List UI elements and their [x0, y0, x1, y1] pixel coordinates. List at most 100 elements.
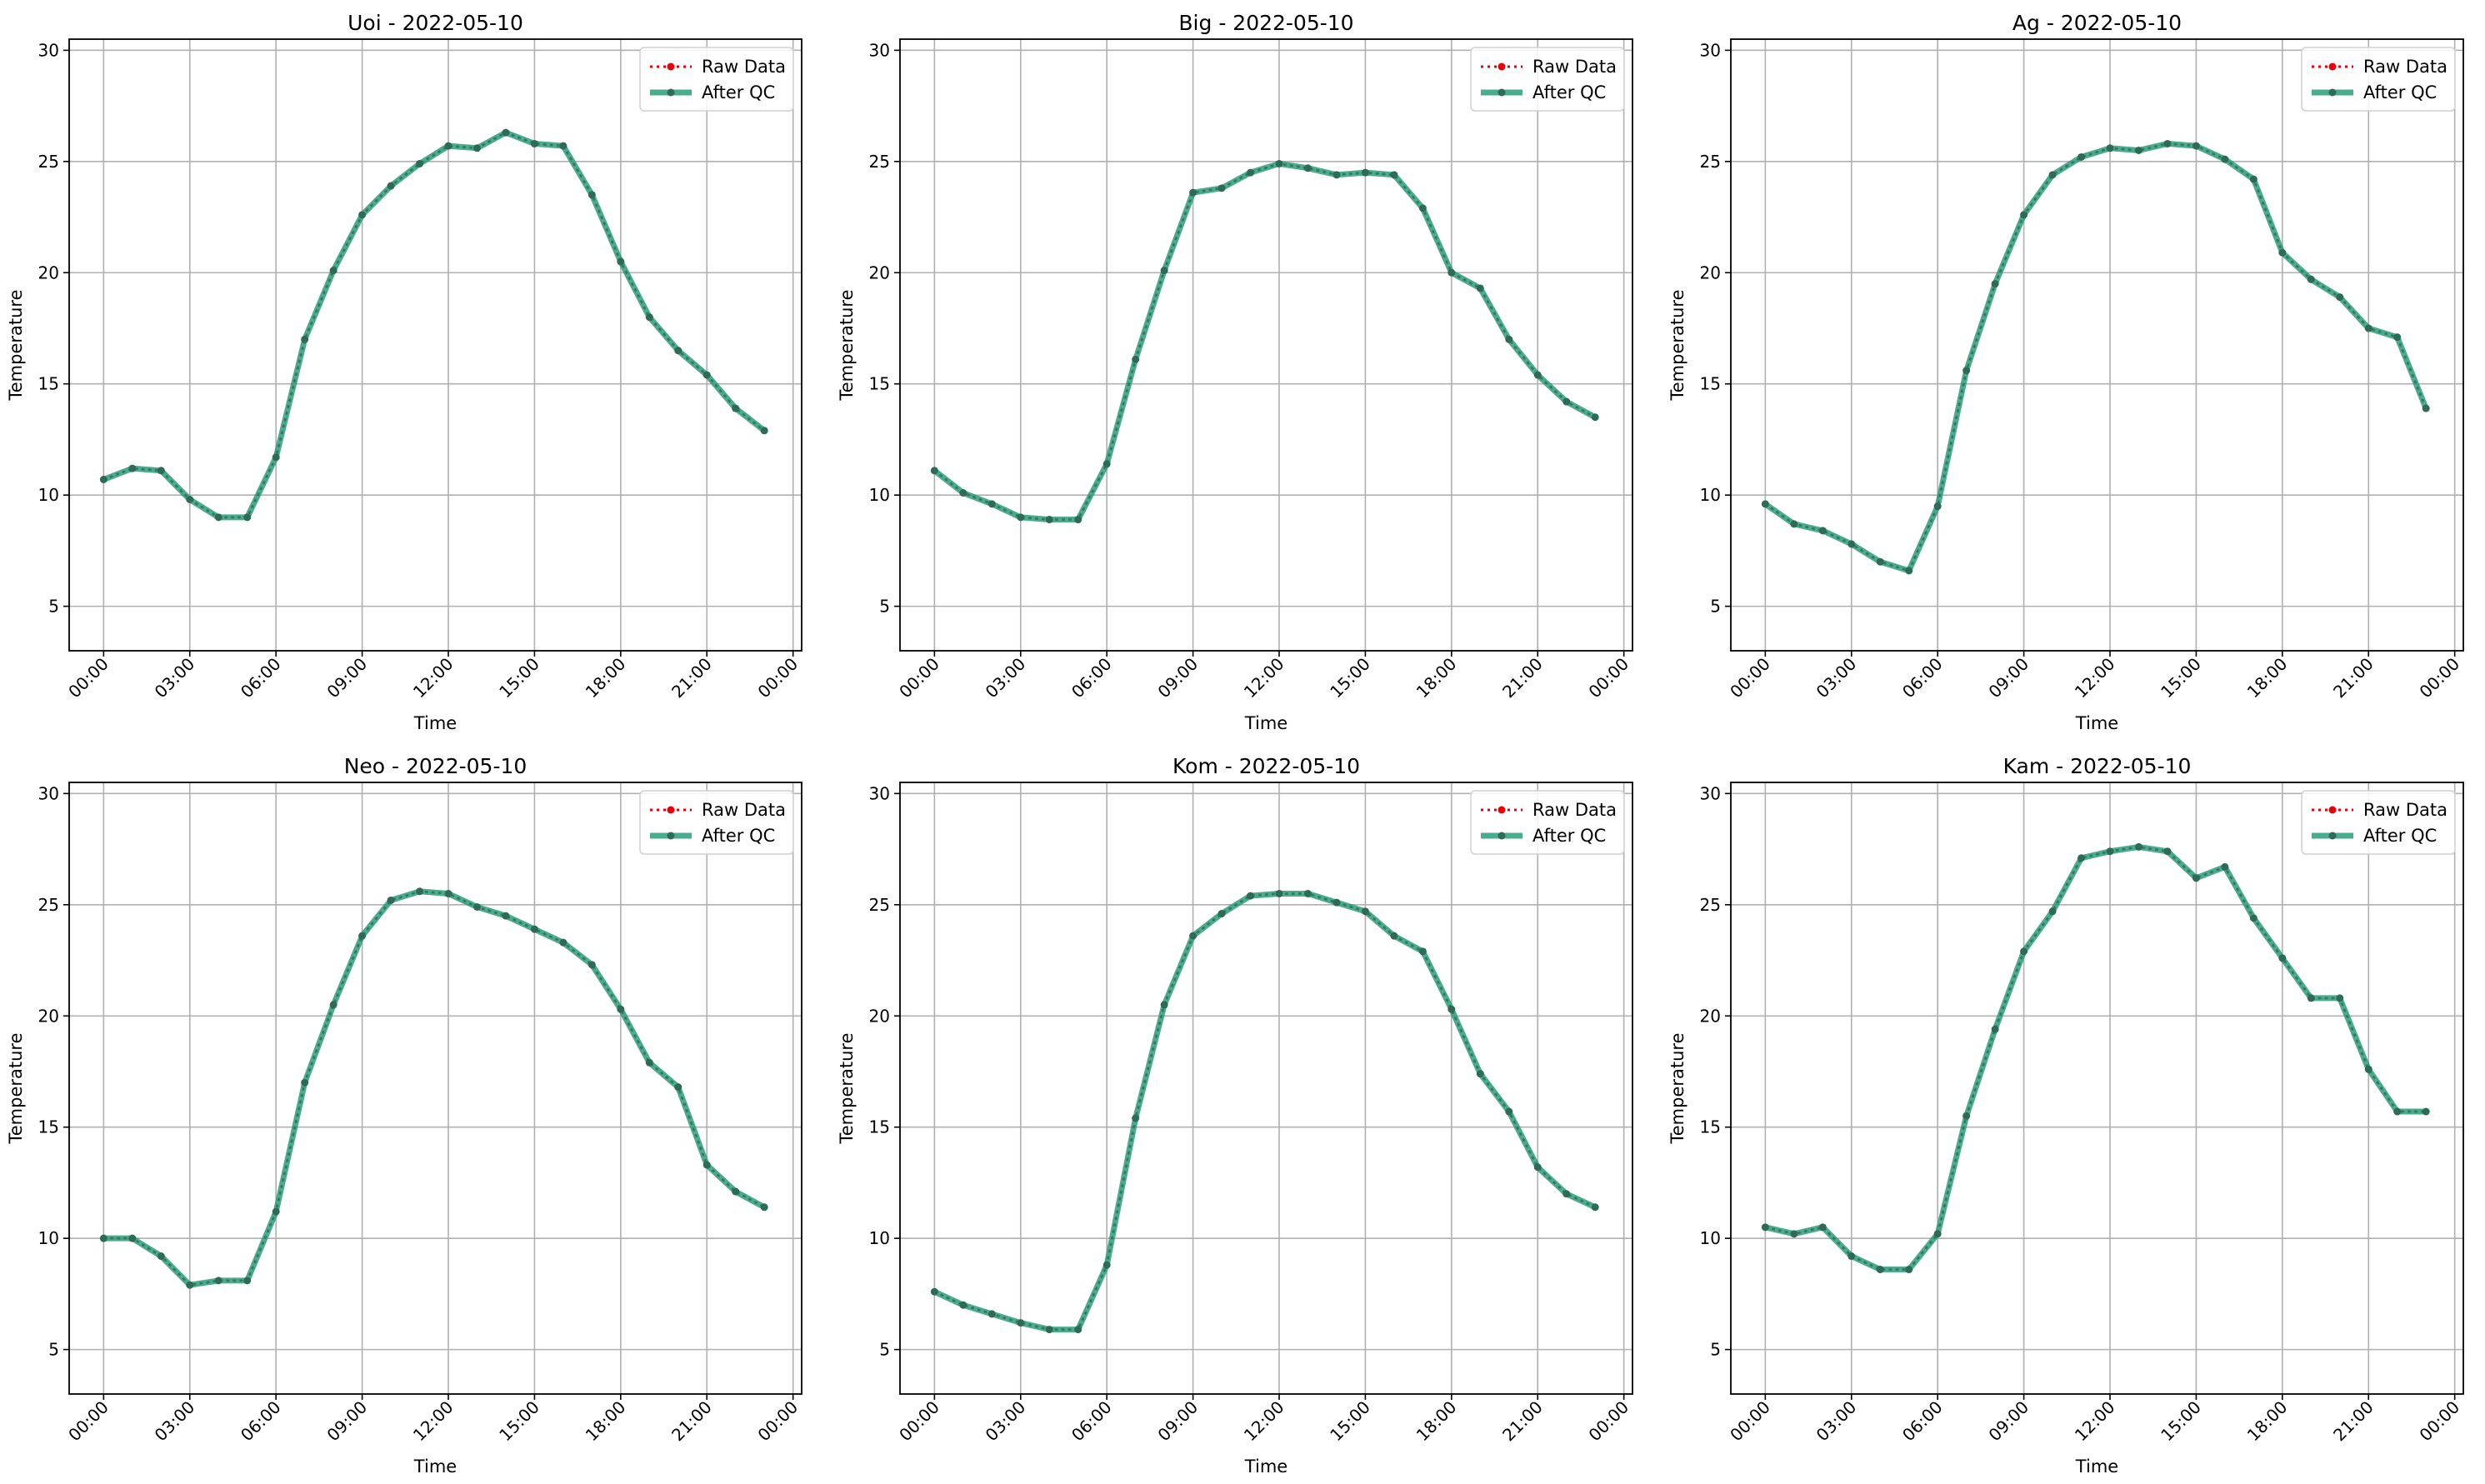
legend-raw-marker [667, 62, 675, 71]
after-qc-point [1275, 159, 1283, 167]
after-qc-point [1247, 892, 1255, 900]
y-tick-label: 20 [869, 1006, 890, 1026]
after-qc-point [358, 932, 367, 940]
after-qc-point [1218, 184, 1226, 192]
after-qc-point [617, 257, 625, 266]
x-tick-label: 21:00 [2329, 654, 2378, 702]
after-qc-point [1247, 168, 1255, 177]
legend-qc-label: After QC [2363, 82, 2437, 102]
raw-data-line [1765, 845, 2427, 1272]
after-qc-point [674, 1083, 682, 1092]
chart-panel-5: 5 10 15 20 25 30 00:00 03:00 06:00 09:00 12:00 15:0… [837, 754, 1633, 1477]
y-tick-label: 15 [1700, 374, 1721, 394]
after-qc-dotted-overlay [102, 131, 765, 519]
after-qc-point [329, 1001, 338, 1009]
after-qc-line [932, 890, 1597, 1333]
after-qc-point [1132, 355, 1140, 363]
axes-frame [1730, 782, 2464, 1395]
after-qc-point [2393, 1107, 2402, 1116]
x-tick-label: 09:00 [1984, 1397, 2032, 1446]
after-qc-point [1591, 413, 1599, 422]
x-axis-label: Time [1244, 713, 1288, 733]
x-tick-label: 00:00 [1584, 1397, 1632, 1446]
after-qc-point [2221, 155, 2229, 163]
after-qc-point [1160, 267, 1168, 275]
after-qc-point [1448, 1005, 1456, 1013]
after-qc-point [1933, 502, 1942, 511]
legend-raw-marker [2328, 62, 2337, 71]
after-qc-dotted-overlay [1764, 142, 2428, 572]
after-qc-point [1818, 527, 1827, 535]
x-tick-label: 15:00 [495, 654, 543, 702]
after-qc-point [1045, 516, 1053, 524]
legend-qc-marker [1498, 832, 1506, 840]
after-qc-point [1418, 947, 1427, 956]
raw-data-line [103, 890, 765, 1287]
after-qc-point [702, 1161, 711, 1169]
after-qc-point [2249, 914, 2258, 922]
legend-raw-marker [1498, 62, 1506, 71]
after-qc-point [1476, 1070, 1484, 1078]
x-tick-label: 03:00 [1812, 654, 1861, 702]
after-qc-point [2249, 175, 2258, 183]
after-qc-point [732, 1187, 740, 1196]
panel-title: Big - 2022-05-10 [1178, 11, 1353, 35]
x-tick-label: 06:00 [1068, 654, 1116, 702]
y-tick-label: 30 [869, 40, 890, 60]
after-qc-point [1591, 1203, 1599, 1212]
x-tick-label: 18:00 [582, 654, 630, 702]
x-axis-label: Time [2075, 1457, 2118, 1477]
after-qc-point [2336, 293, 2344, 302]
after-qc-point [186, 1281, 194, 1289]
after-qc-point [988, 1310, 996, 1318]
x-tick-label: 12:00 [409, 1397, 458, 1446]
after-qc-point [988, 500, 996, 508]
after-qc-point [444, 142, 452, 150]
chart-panel-1: 5 10 15 20 25 30 00:00 03:00 06:00 09:00 12:00 15:0… [6, 11, 802, 733]
y-axis-label: Temperature [1668, 289, 1688, 401]
x-tick-label: 18:00 [1412, 654, 1461, 702]
x-tick-label: 06:00 [1068, 1397, 1116, 1446]
x-tick-label: 15:00 [2157, 654, 2205, 702]
after-qc-line [1763, 140, 2429, 574]
legend-raw-label: Raw Data [2363, 800, 2448, 820]
x-tick-label: 06:00 [1898, 1397, 1947, 1446]
x-tick-label: 03:00 [982, 654, 1030, 702]
after-qc-point [2163, 847, 2172, 856]
after-qc-point [1933, 1230, 1942, 1238]
after-qc-point [1303, 164, 1312, 172]
legend: Raw Data After QC [1470, 47, 1625, 112]
y-tick-label: 25 [38, 895, 59, 915]
legend-qc-label: After QC [1532, 82, 1606, 102]
after-qc-point [1876, 1266, 1884, 1274]
after-qc-point [301, 335, 309, 343]
y-tick-label: 5 [1710, 1340, 1721, 1360]
legend: Raw Data After QC [639, 790, 794, 855]
after-qc-point [1102, 1261, 1111, 1269]
x-tick-label: 06:00 [1898, 654, 1947, 702]
x-tick-label: 12:00 [2071, 654, 2119, 702]
after-qc-point [588, 961, 596, 969]
after-qc-point [1505, 1107, 1513, 1116]
x-tick-label: 18:00 [2243, 654, 2292, 702]
chart-panel-4: 5 10 15 20 25 30 00:00 03:00 06:00 09:00 12:00 15:0… [6, 754, 802, 1477]
after-qc-point [2078, 152, 2086, 161]
x-tick-label: 21:00 [668, 1397, 716, 1446]
after-qc-point [2364, 1065, 2372, 1073]
after-qc-point [1189, 932, 1198, 940]
after-qc-point [760, 427, 768, 435]
after-qc-point [1848, 1252, 1856, 1261]
x-tick-label: 12:00 [1240, 1397, 1288, 1446]
y-tick-label: 20 [1700, 262, 1721, 282]
x-tick-label: 03:00 [151, 654, 199, 702]
after-qc-point [2048, 907, 2057, 916]
x-tick-label: 21:00 [668, 654, 716, 702]
after-qc-point [930, 467, 938, 475]
legend-qc-marker [2328, 832, 2337, 840]
legend: Raw Data After QC [1470, 790, 1625, 855]
after-qc-point [2278, 248, 2287, 257]
x-tick-label: 00:00 [753, 1397, 802, 1446]
y-tick-label: 25 [1700, 152, 1721, 172]
after-qc-point [1962, 1112, 1971, 1120]
